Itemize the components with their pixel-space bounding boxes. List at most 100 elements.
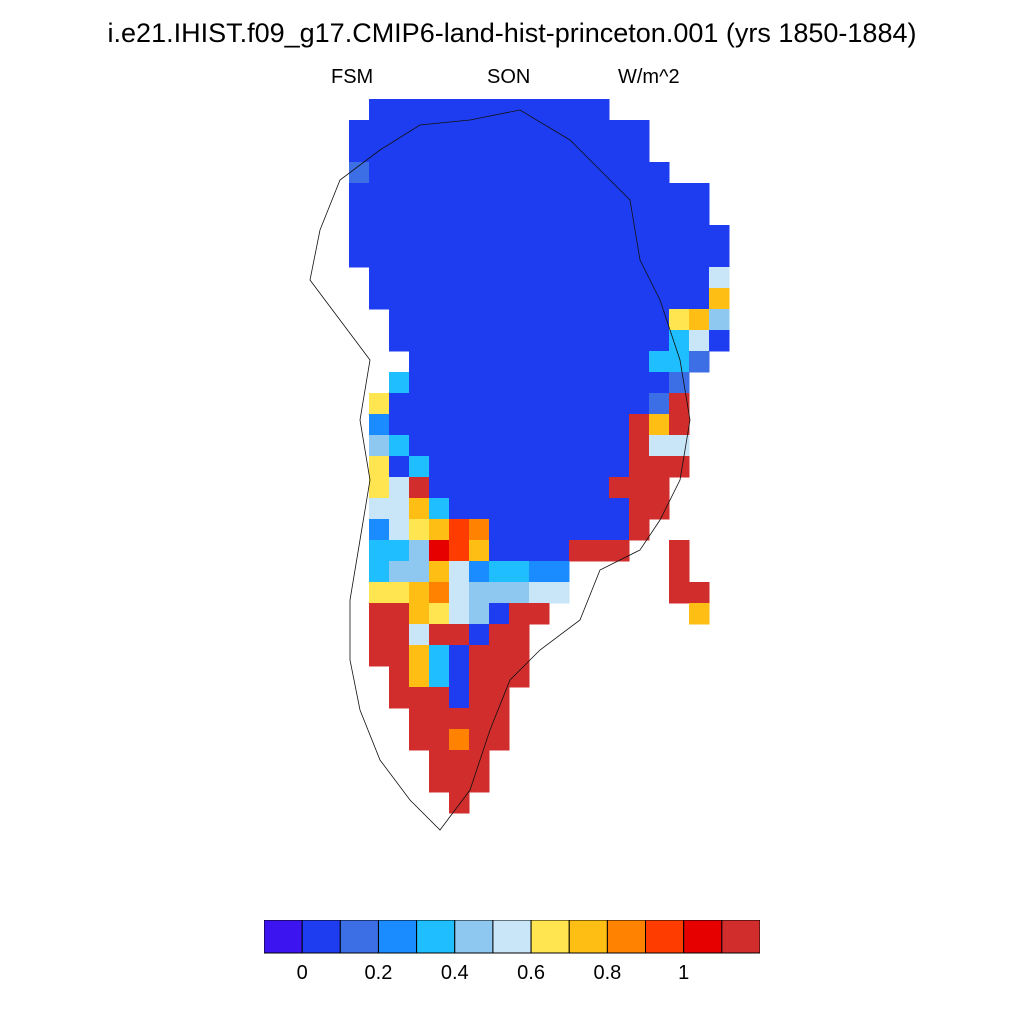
map-cell: [409, 183, 430, 205]
variable-label: FSM: [331, 66, 374, 88]
map-cell: [369, 141, 390, 163]
map-cell: [509, 288, 530, 310]
map-cell: [669, 225, 690, 247]
map-cell: [489, 708, 510, 730]
map-cell: [529, 351, 550, 373]
map-cell: [449, 708, 470, 730]
map-cell: [489, 141, 510, 163]
map-cell: [389, 603, 410, 625]
map-cell: [389, 393, 410, 415]
map-cell: [549, 120, 570, 142]
map-cell: [429, 330, 450, 352]
map-cell: [529, 162, 550, 184]
map-cell: [469, 99, 490, 121]
map-cell: [569, 330, 590, 352]
map-cell: [409, 687, 430, 709]
map-cell: [529, 519, 550, 541]
map-cell: [569, 267, 590, 289]
map-cell: [489, 183, 510, 205]
map-cell: [529, 183, 550, 205]
map-cell: [389, 267, 410, 289]
map-cell: [369, 498, 390, 520]
map-cell: [489, 582, 510, 604]
map-cell: [349, 141, 370, 163]
map-cell: [469, 687, 490, 709]
map-cell: [709, 246, 730, 268]
map-cell: [609, 288, 630, 310]
map-cell: [649, 330, 670, 352]
map-cell: [349, 225, 370, 247]
map-cell: [529, 120, 550, 142]
map-cell: [509, 582, 530, 604]
map-cell: [689, 330, 710, 352]
map-cell: [489, 645, 510, 667]
map-cell: [569, 225, 590, 247]
map-cell: [509, 540, 530, 562]
map-cell: [509, 141, 530, 163]
map-cell: [489, 414, 510, 436]
map-cell: [549, 372, 570, 394]
map-cell: [449, 267, 470, 289]
colorbar-swatch: [606, 920, 647, 954]
map-cell: [449, 561, 470, 583]
map-cell: [449, 603, 470, 625]
map-cell: [549, 540, 570, 562]
map-cell: [549, 99, 570, 121]
map-cell: [609, 435, 630, 457]
map-cell: [429, 141, 450, 163]
map-cell: [409, 477, 430, 499]
map-cell: [649, 351, 670, 373]
map-cell: [609, 225, 630, 247]
map-cell: [489, 225, 510, 247]
map-cell: [429, 162, 450, 184]
map-cell: [649, 435, 670, 457]
map-cell: [589, 120, 610, 142]
map-cell: [449, 141, 470, 163]
map-cell: [469, 750, 490, 772]
map-cell: [449, 540, 470, 562]
map-cell: [609, 246, 630, 268]
map-cell: [669, 267, 690, 289]
map-cell: [529, 204, 550, 226]
map-cell: [589, 393, 610, 415]
map-cell: [489, 246, 510, 268]
map-cell: [609, 519, 630, 541]
map-cell: [389, 225, 410, 247]
map-cell: [369, 162, 390, 184]
map-cell: [429, 477, 450, 499]
map-cell: [689, 204, 710, 226]
map-cell: [429, 729, 450, 751]
map-cell: [629, 519, 650, 541]
map-cell: [469, 351, 490, 373]
map-cell: [489, 456, 510, 478]
map-cell: [689, 288, 710, 310]
map-cell: [669, 330, 690, 352]
map-cell: [429, 351, 450, 373]
map-cell: [389, 99, 410, 121]
map-cell: [369, 99, 390, 121]
map-cell: [569, 456, 590, 478]
map-cell: [549, 393, 570, 415]
map-cell: [569, 246, 590, 268]
map-cell: [629, 435, 650, 457]
map-cell: [429, 120, 450, 142]
map-cell: [489, 519, 510, 541]
map-cell: [489, 351, 510, 373]
map-cell: [509, 309, 530, 331]
map-cell: [509, 372, 530, 394]
map-cell: [409, 414, 430, 436]
map-cell: [509, 351, 530, 373]
map-cell: [429, 498, 450, 520]
map-cell: [509, 477, 530, 499]
map-cell: [609, 351, 630, 373]
map-cell: [389, 645, 410, 667]
map-cell: [529, 225, 550, 247]
map-cell: [449, 582, 470, 604]
colorbar-swatch: [645, 920, 685, 954]
map-cell: [389, 666, 410, 688]
map-cell: [449, 435, 470, 457]
map-cell: [409, 666, 430, 688]
map-cell: [609, 414, 630, 436]
map-cell: [609, 267, 630, 289]
map-cell: [569, 204, 590, 226]
